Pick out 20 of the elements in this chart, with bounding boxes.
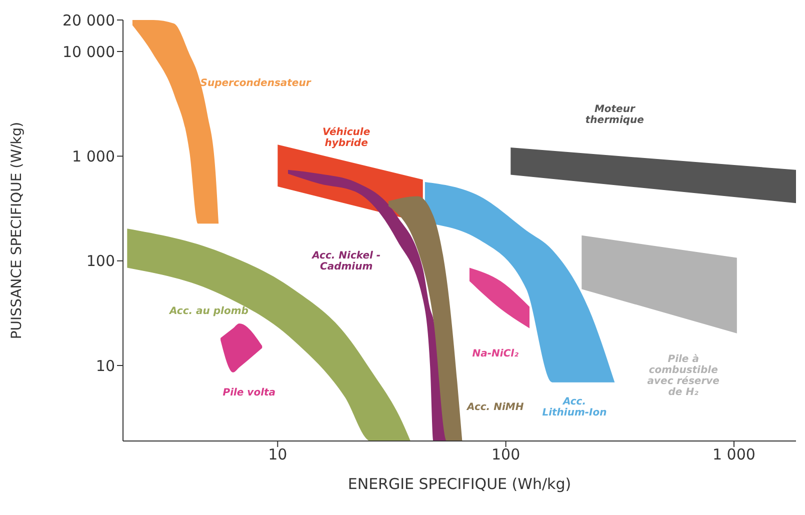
x-axis-title: ENERGIE SPECIFIQUE (Wh/kg) bbox=[348, 475, 572, 493]
y-tick-label: 20 000 bbox=[62, 11, 115, 30]
x-tick-label: 1 000 bbox=[712, 446, 756, 464]
y-tick-label: 100 bbox=[86, 252, 115, 270]
legend-label: Moteur thermique bbox=[585, 104, 644, 126]
x-tick-label: 100 bbox=[491, 446, 520, 464]
legend-label: Acc. Lithium-Ion bbox=[542, 396, 607, 418]
legend-label: Acc. au plomb bbox=[168, 306, 248, 317]
legend-label: Pile à combustible avec réserve de H₂ bbox=[647, 354, 720, 398]
y-axis-title: PUISSANCE SPECIFIQUE (W/kg) bbox=[8, 122, 25, 340]
y-tick-label: 1 000 bbox=[72, 148, 115, 166]
legend-label: Acc. NiMH bbox=[466, 402, 524, 413]
y-tick-label: 10 000 bbox=[62, 42, 115, 61]
legend-label: Pile volta bbox=[222, 387, 276, 398]
legend-label: Acc. Nickel - Cadmium bbox=[311, 250, 381, 272]
x-tick-label: 10 bbox=[268, 446, 288, 464]
y-tick-label: 10 bbox=[96, 356, 115, 375]
legend-label: Supercondensateur bbox=[200, 78, 312, 89]
legend-label: Véhicule hybride bbox=[322, 126, 370, 149]
legend-label: Na-NiCl₂ bbox=[472, 348, 520, 360]
